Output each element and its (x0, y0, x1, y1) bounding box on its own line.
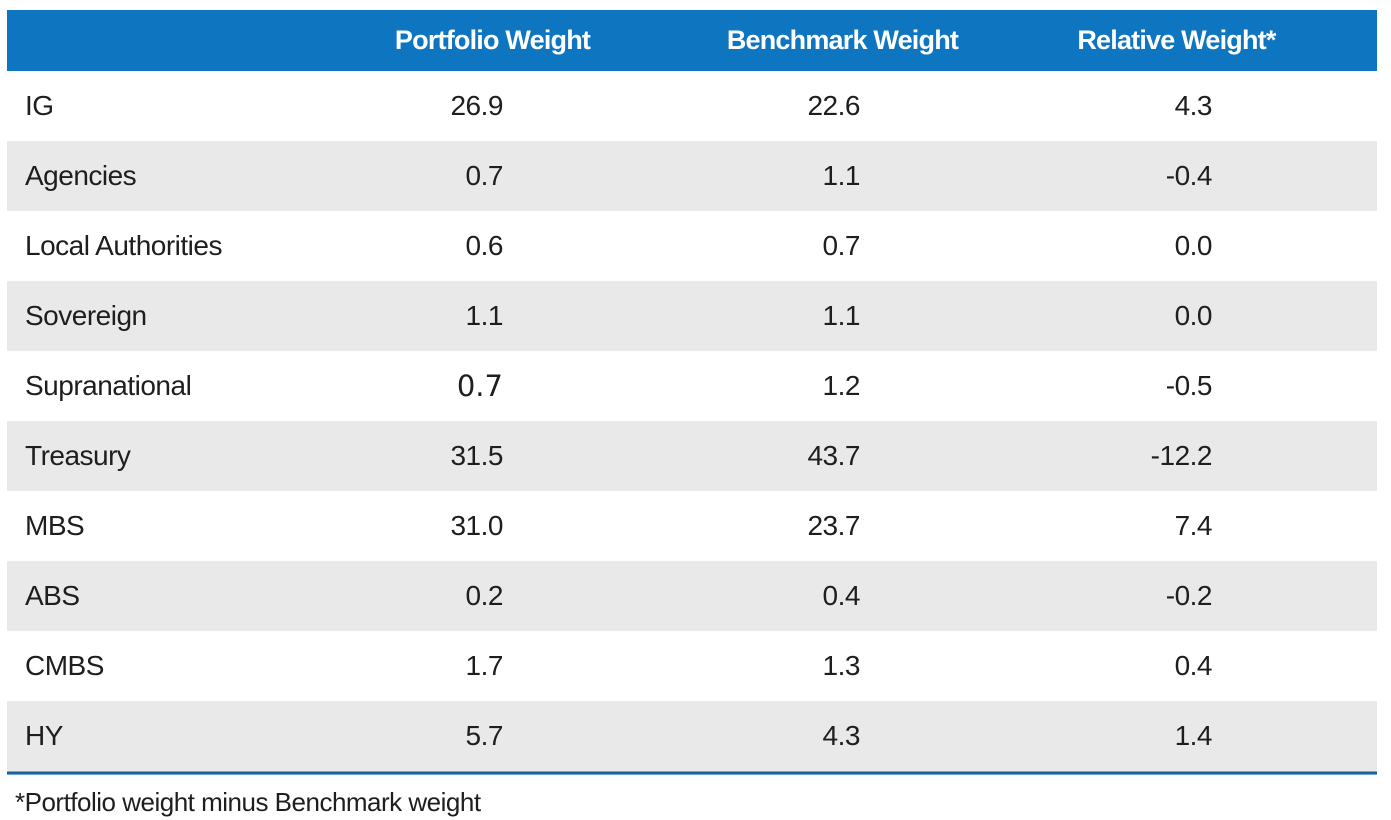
table-row-abs: ABS 0.2 0.4 -0.2 (7, 561, 1377, 631)
category-cell: Agencies (7, 141, 321, 211)
portfolio-weight-cell: 31.5 (320, 421, 665, 491)
table-row-ig: IG 26.9 22.6 4.3 (7, 71, 1377, 141)
relative-weight-cell: 0.0 (1019, 211, 1377, 281)
relative-weight-cell: -0.2 (1019, 561, 1377, 631)
relative-weight-cell: 0.4 (1019, 631, 1377, 701)
relative-weight-cell: -0.4 (1019, 141, 1377, 211)
benchmark-weight-cell: 1.1 (664, 281, 1020, 351)
category-cell: HY (7, 701, 321, 771)
category-cell: ABS (7, 561, 321, 631)
portfolio-weight-cell: 0.6 (320, 211, 665, 281)
portfolio-weight-cell: 0.7 (320, 141, 665, 211)
portfolio-weight-cell: 0.7 (320, 351, 665, 421)
table-row-local-authorities: Local Authorities 0.6 0.7 0.0 (7, 211, 1377, 281)
col-header-category (7, 10, 321, 71)
portfolio-weight-cell: 31.0 (320, 491, 665, 561)
table-row-supranational: Supranational 0.7 1.2 -0.5 (7, 351, 1377, 421)
benchmark-weight-cell: 43.7 (664, 421, 1020, 491)
col-header-relative-weight: Relative Weight* (1019, 10, 1377, 71)
category-cell: Supranational (7, 351, 321, 421)
table-bottom-rule (7, 771, 1377, 775)
table-row-sovereign: Sovereign 1.1 1.1 0.0 (7, 281, 1377, 351)
portfolio-weight-cell: 1.7 (320, 631, 665, 701)
portfolio-weight-cell: 26.9 (320, 71, 665, 141)
category-cell: Sovereign (7, 281, 321, 351)
category-cell: IG (7, 71, 321, 141)
portfolio-weights-table: Portfolio Weight Benchmark Weight Relati… (7, 10, 1377, 771)
benchmark-weight-cell: 1.3 (664, 631, 1020, 701)
relative-weight-cell: -0.5 (1019, 351, 1377, 421)
col-header-portfolio-weight: Portfolio Weight (320, 10, 665, 71)
benchmark-weight-cell: 1.1 (664, 141, 1020, 211)
table-row-treasury: Treasury 31.5 43.7 -12.2 (7, 421, 1377, 491)
relative-weight-cell: 7.4 (1019, 491, 1377, 561)
portfolio-weight-cell: 5.7 (320, 701, 665, 771)
category-cell: MBS (7, 491, 321, 561)
table-row-mbs: MBS 31.0 23.7 7.4 (7, 491, 1377, 561)
benchmark-weight-cell: 0.4 (664, 561, 1020, 631)
benchmark-weight-cell: 4.3 (664, 701, 1020, 771)
relative-weight-cell: 0.0 (1019, 281, 1377, 351)
col-header-benchmark-weight: Benchmark Weight (664, 10, 1020, 71)
benchmark-weight-cell: 0.7 (664, 211, 1020, 281)
weights-table-container: Portfolio Weight Benchmark Weight Relati… (7, 10, 1377, 818)
relative-weight-cell: 1.4 (1019, 701, 1377, 771)
footnote: *Portfolio weight minus Benchmark weight (15, 787, 481, 817)
relative-weight-cell: -12.2 (1019, 421, 1377, 491)
portfolio-weight-cell: 1.1 (320, 281, 665, 351)
category-cell: CMBS (7, 631, 321, 701)
relative-weight-cell: 4.3 (1019, 71, 1377, 141)
table-row-cmbs: CMBS 1.7 1.3 0.4 (7, 631, 1377, 701)
table-row-agencies: Agencies 0.7 1.1 -0.4 (7, 141, 1377, 211)
benchmark-weight-cell: 23.7 (664, 491, 1020, 561)
table-row-hy: HY 5.7 4.3 1.4 (7, 701, 1377, 771)
benchmark-weight-cell: 22.6 (664, 71, 1020, 141)
category-cell: Local Authorities (7, 211, 321, 281)
benchmark-weight-cell: 1.2 (664, 351, 1020, 421)
header-row: Portfolio Weight Benchmark Weight Relati… (7, 10, 1377, 71)
category-cell: Treasury (7, 421, 321, 491)
portfolio-weight-cell: 0.2 (320, 561, 665, 631)
